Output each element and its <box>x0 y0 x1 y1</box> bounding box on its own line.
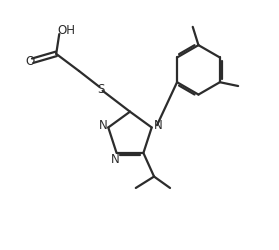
Text: N: N <box>98 120 107 132</box>
Text: O: O <box>25 55 34 68</box>
Text: N: N <box>153 120 162 132</box>
Text: OH: OH <box>57 24 75 37</box>
Text: N: N <box>111 153 119 166</box>
Text: S: S <box>97 83 104 96</box>
